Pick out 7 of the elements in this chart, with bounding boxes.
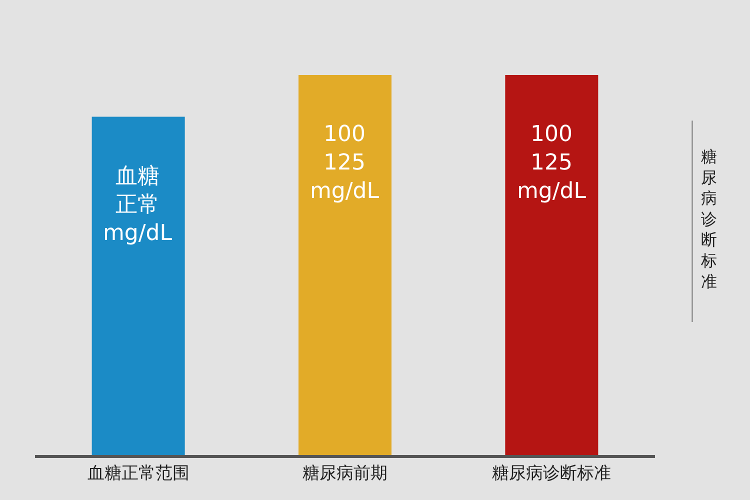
annotation: 血糖正常 mg/dL — [103, 164, 173, 246]
annotation: 100 125 mg/dL — [310, 122, 380, 204]
annotation: 100 125 mg/dL — [517, 122, 587, 204]
x-tick-label: 糖尿病前期 — [302, 463, 388, 484]
x-tick-label: 糖尿病诊断标准 — [492, 463, 612, 484]
text: 糖尿病诊断标准 — [700, 147, 717, 291]
x-tick-label: 血糖正常范围 — [87, 463, 190, 484]
